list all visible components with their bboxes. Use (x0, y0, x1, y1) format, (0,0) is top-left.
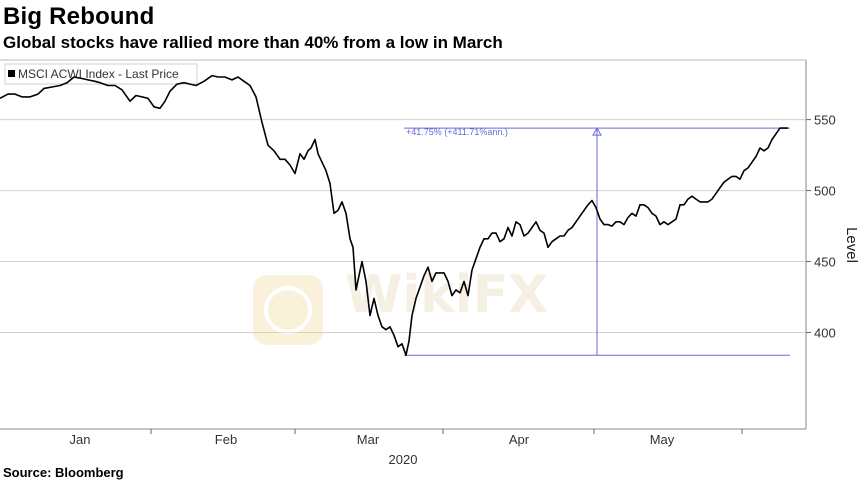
annotation-arrow-icon (592, 127, 602, 136)
y-gridlines (0, 119, 806, 333)
watermark: WikiFX (253, 265, 548, 345)
x-tick-label: Apr (509, 432, 530, 447)
y-tick-label: 450 (814, 255, 836, 270)
x-tick-label: Feb (215, 432, 237, 447)
x-tick-label: May (650, 432, 675, 447)
legend: MSCI ACWI Index - Last Price (4, 63, 198, 85)
source-note: Source: Bloomberg (3, 465, 124, 480)
legend-label: MSCI ACWI Index - Last Price (18, 67, 179, 81)
x-year-label: 2020 (389, 452, 418, 467)
x-tick-labels: Jan Feb Mar Apr May (70, 429, 743, 447)
watermark-logo-icon (253, 275, 323, 345)
annotation-label: +41.75% (+411.71%ann.) (406, 127, 508, 137)
x-tick-label: Mar (357, 432, 380, 447)
watermark-logo-circle (264, 286, 312, 334)
legend-box (4, 63, 198, 85)
chart-subtitle: Global stocks have rallied more than 40%… (3, 33, 503, 52)
gain-annotation: +41.75% (+411.71%ann.) (404, 127, 790, 356)
series-line-msci-acwi (0, 74, 788, 356)
y-tick-label: 400 (814, 325, 836, 340)
y-tick-labels: 400 450 500 550 (806, 113, 836, 340)
y-axis-label: Level (843, 227, 860, 263)
x-tick-label: Jan (70, 432, 91, 447)
y-tick-label: 500 (814, 184, 836, 199)
chart-title: Big Rebound (3, 3, 155, 30)
watermark-text: WikiFX (345, 265, 548, 325)
legend-swatch (8, 70, 15, 77)
y-tick-label: 550 (814, 113, 836, 128)
